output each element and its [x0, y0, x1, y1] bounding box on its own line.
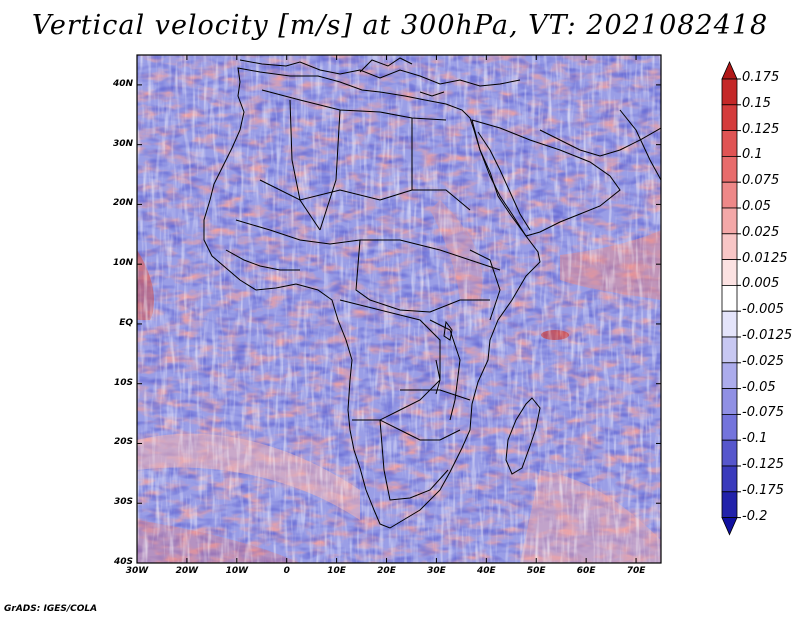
colorbar-segment — [721, 104, 738, 132]
colorbar-label: -0.2 — [742, 508, 768, 524]
colorbar-label: 0.1 — [742, 147, 763, 163]
y-tick-label: 30N — [112, 138, 133, 149]
x-tick-label: 40E — [476, 566, 496, 576]
colorbar-segment — [721, 181, 738, 209]
y-tick-label: 40S — [113, 557, 133, 567]
x-tick-label: 10W — [225, 566, 249, 576]
grads-credit: GrADS: IGES/COLA — [4, 604, 98, 614]
y-tick-label: 20S — [113, 437, 133, 448]
colorbar-label: -0.075 — [742, 405, 784, 421]
colorbar-segment — [721, 362, 738, 389]
colorbar-label: -0.0125 — [742, 328, 793, 343]
colorbar — [721, 61, 741, 536]
x-tick-label: 70E — [626, 566, 646, 576]
x-tick-label: 20W — [175, 566, 199, 576]
colorbar-segment — [721, 439, 738, 467]
colorbar-segment — [721, 284, 738, 312]
colorbar-segment — [721, 207, 738, 235]
y-tick-label: 10N — [112, 258, 133, 269]
colorbar-label: -0.005 — [742, 302, 784, 318]
colorbar-top-arrow — [721, 61, 738, 80]
colorbar-label: -0.05 — [742, 379, 776, 395]
colorbar-segment — [721, 388, 738, 415]
map-frame — [136, 54, 662, 564]
y-tick-label: 10S — [113, 377, 133, 388]
colorbar-label: 0.075 — [742, 173, 780, 189]
colorbar-segment — [721, 336, 738, 364]
x-tick-label: 50E — [526, 566, 546, 576]
x-tick-label: 10E — [327, 566, 346, 576]
colorbar-label: 0.05 — [742, 199, 771, 214]
y-tick-label: 30S — [113, 497, 133, 508]
colorbar-label: 0.15 — [742, 95, 771, 111]
axis-ticks — [136, 55, 661, 564]
colorbar-segment — [721, 130, 738, 157]
colorbar-label: -0.1 — [742, 431, 768, 447]
y-tick-label: 20N — [112, 198, 133, 209]
colorbar-label: 0.0125 — [742, 250, 788, 266]
colorbar-segment — [721, 465, 738, 493]
colorbar-label: -0.175 — [742, 482, 784, 498]
colorbar-segment — [721, 491, 738, 518]
colorbar-label: 0.025 — [742, 224, 780, 240]
y-tick-label: EQ — [119, 317, 133, 328]
colorbar-segment — [721, 155, 738, 183]
colorbar-segment — [721, 413, 738, 441]
colorbar-segment — [721, 310, 738, 338]
colorbar-label: 0.125 — [742, 121, 780, 137]
colorbar-label: 0.005 — [742, 276, 780, 292]
colorbar-label: -0.025 — [742, 353, 784, 369]
colorbar-label: -0.125 — [742, 457, 784, 472]
velocity-field — [137, 55, 661, 563]
x-tick-label: 60E — [576, 566, 596, 576]
colorbar-label: 0.175 — [742, 70, 780, 85]
x-tick-label: 30W — [125, 566, 149, 576]
colorbar-segment — [721, 233, 738, 261]
x-tick-label: 30E — [427, 566, 446, 576]
y-tick-label: 40N — [112, 78, 133, 89]
colorbar-segment — [721, 78, 738, 106]
x-tick-label: 20E — [377, 566, 396, 576]
colorbar-segment — [721, 259, 738, 286]
figure-title: Vertical velocity [m/s] at 300hPa, VT: 2… — [31, 10, 769, 41]
x-tick-label: 0 — [283, 566, 290, 576]
coastlines — [203, 57, 661, 529]
colorbar-bottom-arrow — [721, 517, 738, 536]
